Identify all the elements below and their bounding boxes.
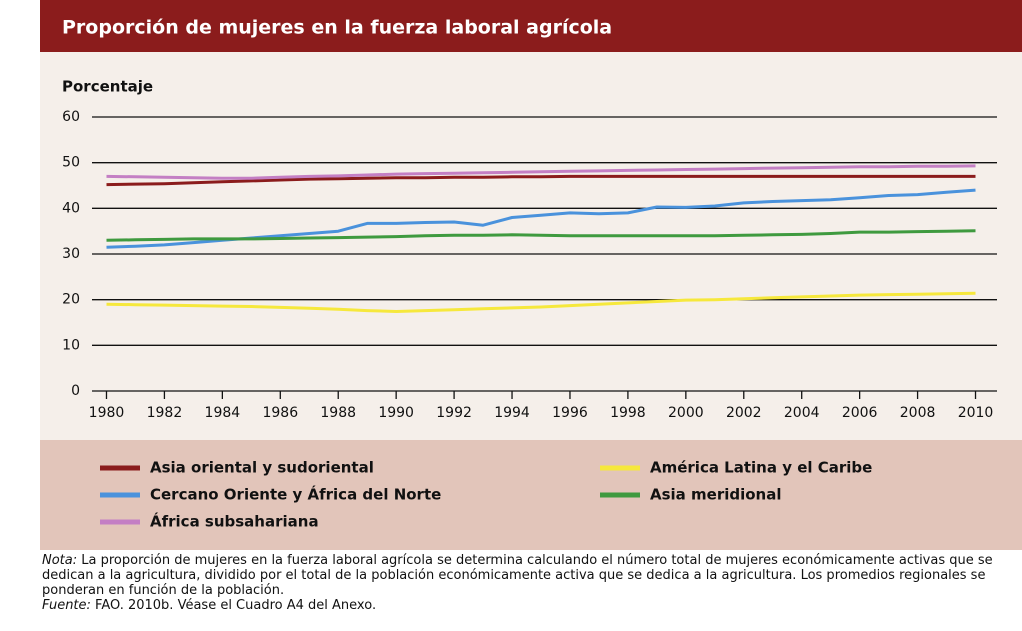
x-tick-label: 1996 bbox=[552, 405, 588, 421]
y-tick-label: 0 bbox=[71, 383, 80, 399]
x-tick-label: 1998 bbox=[610, 405, 646, 421]
note-text: La proporción de mujeres en la fuerza la… bbox=[42, 553, 993, 598]
legend-label: Asia meridional bbox=[650, 486, 782, 504]
series-line bbox=[106, 174, 976, 187]
y-tick-label: 20 bbox=[62, 292, 80, 308]
x-tick-label: 1994 bbox=[494, 405, 530, 421]
legend-label: América Latina y el Caribe bbox=[650, 459, 872, 477]
chart: Proporción de mujeres en la fuerza labor… bbox=[40, 0, 1022, 550]
series-line bbox=[106, 164, 976, 180]
y-tick-label: 30 bbox=[62, 246, 80, 262]
series-line bbox=[106, 229, 976, 242]
x-tick-label: 2000 bbox=[668, 405, 704, 421]
x-tick-label: 1980 bbox=[89, 405, 125, 421]
y-tick-label: 40 bbox=[62, 200, 80, 216]
plot-background bbox=[40, 52, 1022, 440]
legend-label: Cercano Oriente y África del Norte bbox=[150, 485, 441, 504]
legend-label: Asia oriental y sudoriental bbox=[150, 459, 374, 477]
legend-label: África subsahariana bbox=[150, 512, 319, 531]
x-tick-label: 1982 bbox=[147, 405, 183, 421]
source-label: Fuente: bbox=[42, 598, 91, 613]
x-tick-label: 2002 bbox=[726, 405, 762, 421]
x-tick-label: 1992 bbox=[436, 405, 472, 421]
x-tick-label: 1988 bbox=[320, 405, 356, 421]
title-bar bbox=[40, 0, 1022, 52]
note: Nota: La proporción de mujeres en la fue… bbox=[42, 553, 1017, 598]
chart-title: Proporción de mujeres en la fuerza labor… bbox=[62, 17, 612, 39]
x-tick-label: 2006 bbox=[842, 405, 878, 421]
y-tick-label: 10 bbox=[62, 337, 80, 353]
y-tick-label: 50 bbox=[62, 155, 80, 171]
y-tick-label: 60 bbox=[62, 109, 80, 125]
note-label: Nota: bbox=[42, 553, 78, 568]
x-tick-label: 2004 bbox=[784, 405, 820, 421]
series-line bbox=[106, 291, 976, 313]
x-tick-label: 2008 bbox=[900, 405, 936, 421]
y-axis-label: Porcentaje bbox=[62, 78, 153, 96]
x-tick-label: 2010 bbox=[958, 405, 994, 421]
source-text: FAO. 2010b. Véase el Cuadro A4 del Anexo… bbox=[95, 598, 377, 613]
x-tick-label: 1984 bbox=[205, 405, 241, 421]
source: Fuente: FAO. 2010b. Véase el Cuadro A4 d… bbox=[42, 598, 1017, 613]
legend-background bbox=[40, 440, 1022, 550]
notes: Nota: La proporción de mujeres en la fue… bbox=[42, 553, 1017, 613]
x-tick-label: 1990 bbox=[378, 405, 414, 421]
x-tick-label: 1986 bbox=[262, 405, 298, 421]
